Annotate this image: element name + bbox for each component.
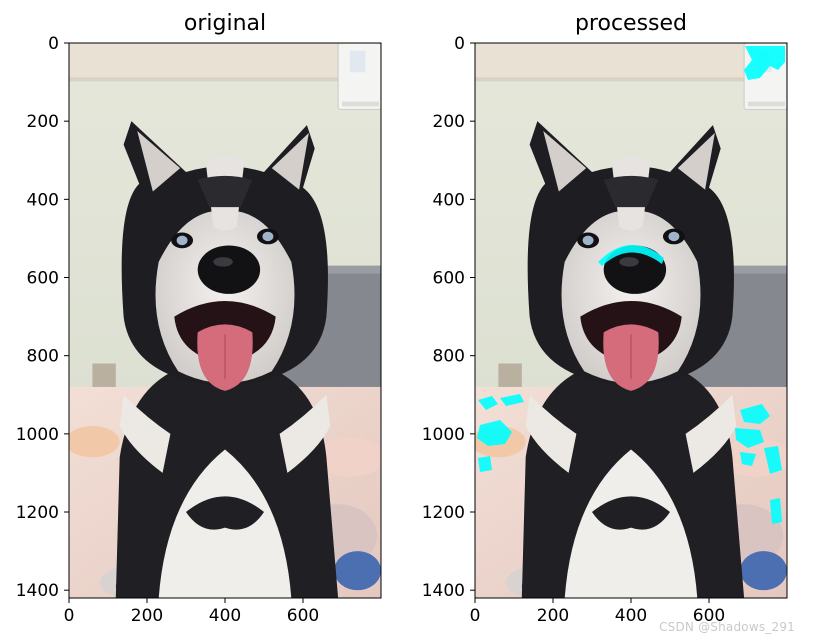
y-tick-label: 600 (433, 269, 465, 289)
highlight-bed-left-4 (500, 394, 524, 406)
highlight-bed-right-2 (735, 428, 764, 448)
y-tick-label: 0 (454, 34, 465, 54)
image-processed-photo (475, 43, 787, 598)
y-tick-label: 1000 (16, 425, 59, 445)
highlight-nose-arc (598, 244, 664, 266)
y-tick-label: 800 (433, 347, 465, 367)
y-tick-label: 400 (27, 190, 59, 210)
y-tick-label: 600 (27, 269, 59, 289)
axes-original: original 0 200 400 600 0 200 400 600 800 1000 1200… (16, 11, 382, 626)
highlight-bed-right-3 (764, 446, 782, 474)
y-tick-label: 400 (433, 190, 465, 210)
processed-highlights (477, 46, 785, 524)
y-tick-label: 1200 (422, 503, 465, 523)
y-tick-label: 200 (27, 112, 59, 132)
highlight-bed-right-5 (740, 452, 756, 466)
highlight-bed-left-1 (478, 396, 498, 410)
y-tick-label: 1400 (16, 581, 59, 601)
axes-title-processed: processed (575, 11, 687, 36)
x-tick-label: 200 (131, 606, 163, 626)
y-tick-label: 1400 (422, 581, 465, 601)
highlight-bed-right-1 (740, 404, 770, 424)
y-tick-label: 0 (48, 34, 59, 54)
watermark: CSDN @Shadows_291 (659, 620, 795, 634)
x-tick-label: 400 (615, 606, 647, 626)
x-tick-label: 200 (537, 606, 569, 626)
y-tick-label: 200 (433, 112, 465, 132)
highlight-aircon (744, 46, 785, 80)
image-original-photo (69, 43, 381, 598)
highlight-bed-left-3 (478, 456, 492, 472)
ticks-original: 0 200 400 600 0 200 400 600 800 1000 1200 1400 (16, 34, 319, 626)
y-tick-label: 800 (27, 347, 59, 367)
highlight-bed-right-4 (770, 498, 782, 524)
x-tick-label: 600 (287, 606, 319, 626)
x-tick-label: 0 (470, 606, 481, 626)
y-tick-label: 1200 (16, 503, 59, 523)
x-tick-label: 600 (693, 606, 725, 626)
axes-title-original: original (184, 11, 266, 36)
x-tick-label: 400 (209, 606, 241, 626)
axes-processed: processed 0 200 400 600 0 200 400 600 800 1000 120… (422, 11, 788, 626)
ticks-processed: 0 200 400 600 0 200 400 600 800 1000 1200 1400 (422, 34, 725, 626)
y-tick-label: 1000 (422, 425, 465, 445)
x-tick-label: 0 (64, 606, 75, 626)
highlight-bed-left-2 (477, 420, 512, 446)
